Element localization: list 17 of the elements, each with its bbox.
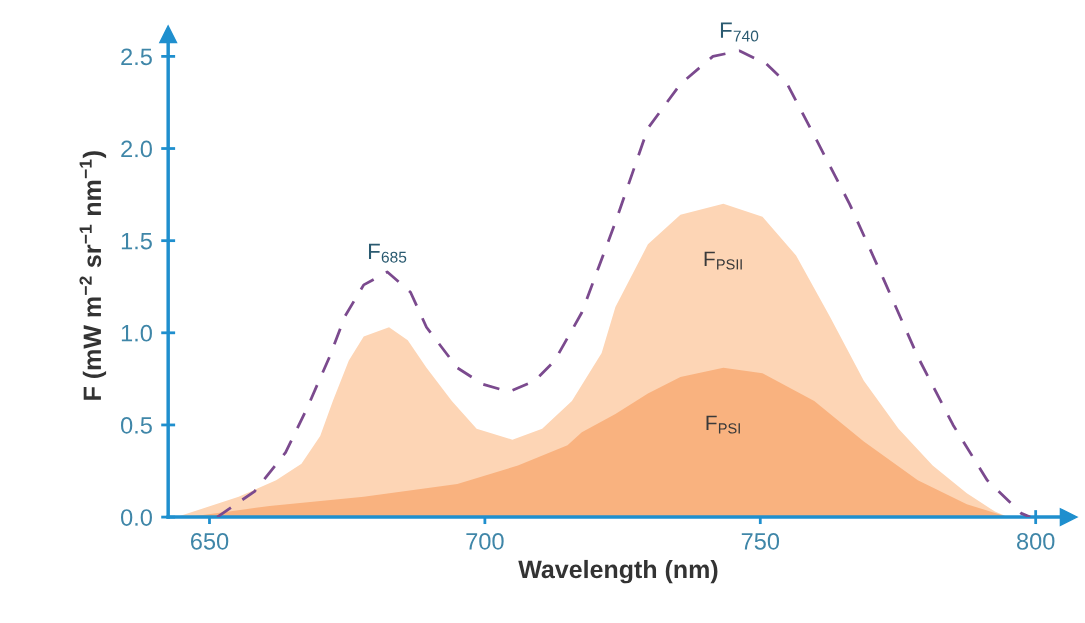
y-tick-label: 0.0 xyxy=(121,509,152,526)
y-tick-label: 2.0 xyxy=(121,140,152,158)
series-label: F$_{PSII}$ xyxy=(704,251,742,270)
y-tick-label: 0.5 xyxy=(121,417,152,434)
x-tick-label: 700 xyxy=(466,532,504,550)
x-axis-title: Wavelength (nm) xyxy=(518,559,718,584)
y-tick-label: 2.5 xyxy=(121,48,152,66)
series-label: F$_{PSI}$ xyxy=(706,415,740,434)
y-axis-title: F (mW m$^{−2}$ sr$^{−1}$ nm$^{−1}$) xyxy=(79,151,107,400)
line-series xyxy=(215,49,1032,518)
annotation: F$_{685}$ xyxy=(368,243,407,263)
annotation: F$_{740}$ xyxy=(720,22,759,42)
x-tick-label: 650 xyxy=(190,532,229,550)
x-tick-label: 800 xyxy=(1017,532,1055,550)
x-tick-label: 750 xyxy=(741,532,780,550)
y-tick-label: 1.0 xyxy=(121,324,152,342)
y-tick-label: 1.5 xyxy=(121,232,152,250)
